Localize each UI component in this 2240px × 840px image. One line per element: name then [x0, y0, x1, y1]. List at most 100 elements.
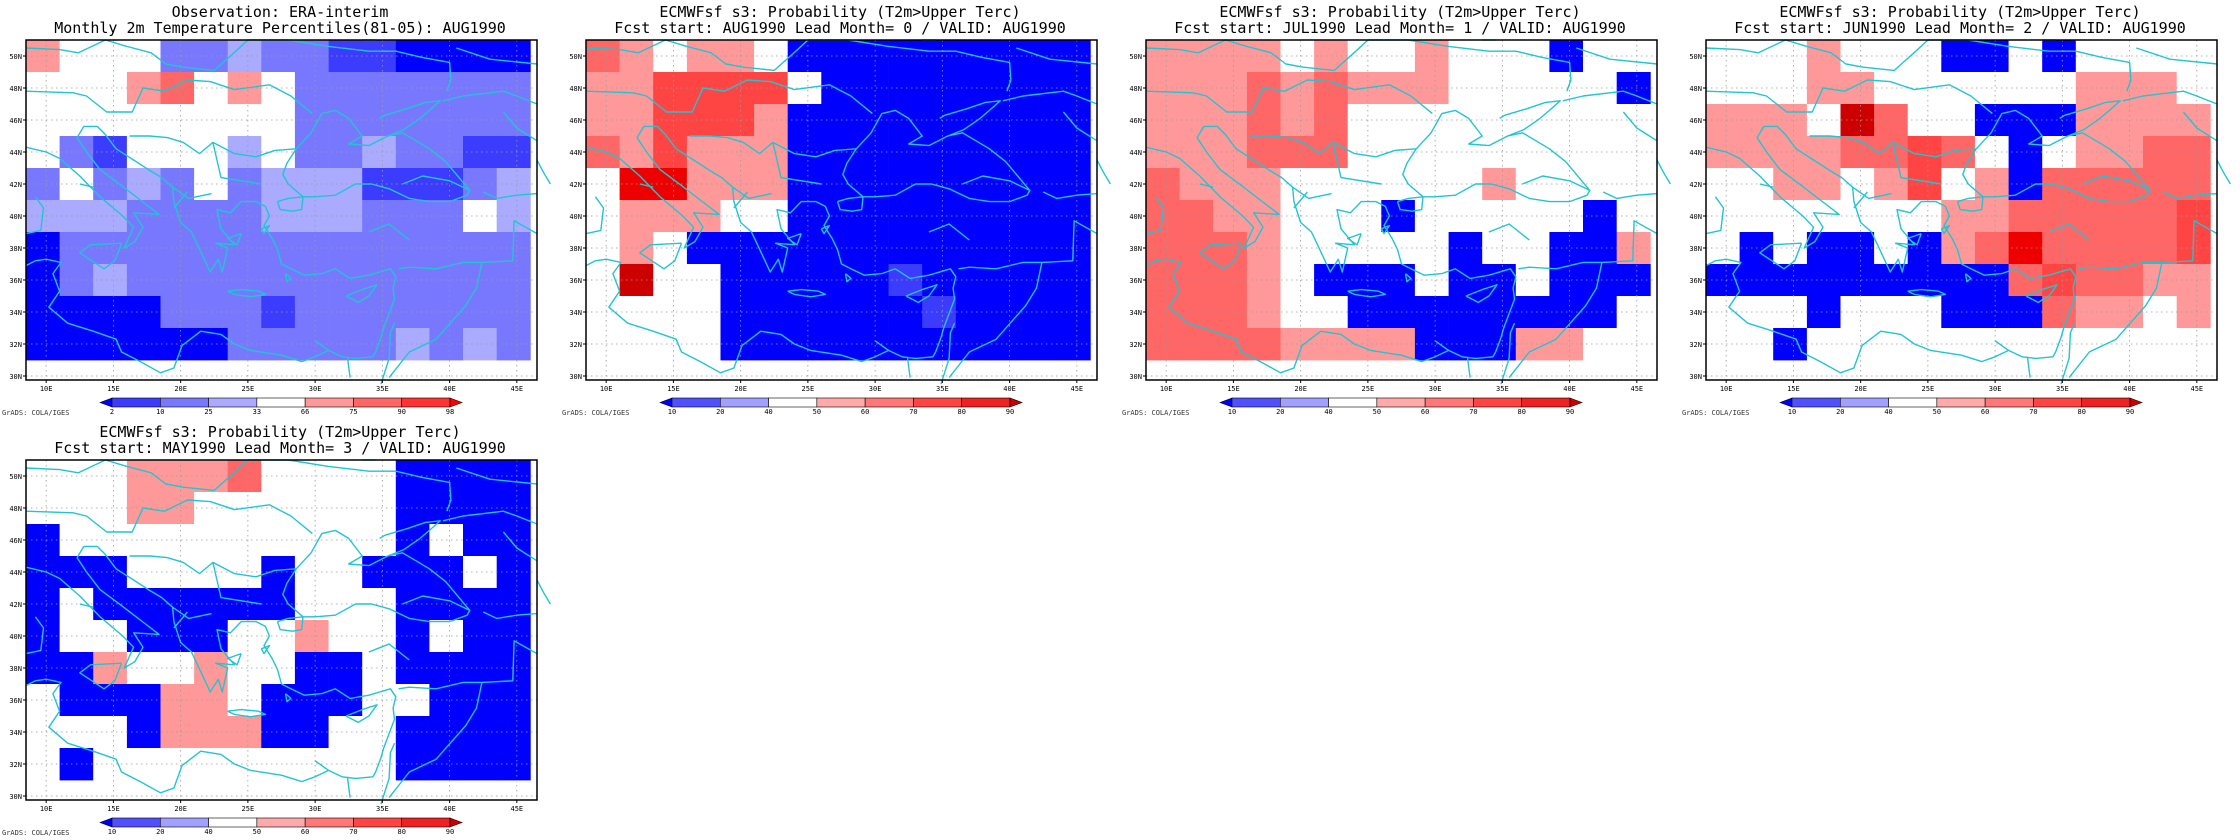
- data-cell: [395, 652, 430, 685]
- data-cell: [686, 296, 721, 329]
- x-tick-label: 25E: [1362, 385, 1375, 393]
- y-tick-label: 40N: [1689, 213, 1702, 221]
- data-cell: [2075, 40, 2110, 73]
- data-cell: [395, 232, 430, 265]
- coastline: [226, 232, 242, 246]
- data-cell: [1482, 104, 1517, 137]
- colorbar-label: 50: [813, 408, 821, 416]
- colorbar-swatch: [1521, 397, 1571, 408]
- data-cell: [395, 168, 430, 201]
- colorbar-swatch: [256, 397, 306, 408]
- y-tick-label: 50N: [1129, 53, 1142, 61]
- x-tick-label: 45E: [1071, 385, 1084, 393]
- coastline: [442, 90, 538, 105]
- x-tick-label: 10E: [1720, 385, 1733, 393]
- colorbar-label: 90: [1566, 408, 1574, 416]
- coastline: [284, 693, 292, 703]
- coastline: [1347, 288, 1387, 298]
- coastline: [1522, 175, 1591, 192]
- colorbar-label: 70: [909, 408, 917, 416]
- data-cell: [126, 296, 161, 329]
- data-cell: [395, 620, 430, 653]
- panel-subtitle: Fcst start: JUL1990 Lead Month= 1 / VALI…: [1174, 19, 1626, 37]
- data-cell: [1246, 264, 1281, 297]
- coastline: [2182, 111, 2218, 142]
- coastline: [874, 340, 890, 351]
- colorbar-label: 90: [397, 408, 405, 416]
- x-tick-label: 30E: [309, 385, 322, 393]
- coastline: [227, 288, 267, 298]
- data-cell: [362, 492, 397, 525]
- coastline: [345, 704, 378, 724]
- coastline: [482, 191, 538, 200]
- map-panel-lead-1: ECMWFsf s3: Probability (T2m>Upper Terc)…: [1120, 0, 1680, 420]
- x-tick-label: 10E: [40, 385, 53, 393]
- colorbar-label: 40: [1324, 408, 1332, 416]
- data-cell: [955, 232, 990, 265]
- colorbar-swatch: [449, 817, 463, 828]
- data-cell: [362, 652, 397, 685]
- data-cell: [1246, 296, 1281, 329]
- colorbar-swatch: [1779, 397, 1793, 408]
- map-frame: [1145, 39, 1658, 381]
- coastline: [482, 611, 538, 620]
- data-cell: [2042, 72, 2077, 105]
- x-tick-label: 15E: [1787, 385, 1800, 393]
- colorbar-swatch: [1279, 397, 1329, 408]
- coastline: [585, 125, 720, 249]
- coastline: [129, 555, 297, 578]
- data-cell: [922, 296, 957, 329]
- coastline: [732, 186, 772, 200]
- y-tick-label: 36N: [9, 697, 22, 705]
- coastline: [345, 284, 378, 304]
- coastline: [1499, 100, 1561, 137]
- colorbar-label: 10: [108, 828, 116, 836]
- data-cell: [955, 296, 990, 329]
- map-chart: 30N 32N 34N 36N 38N 40N 42N 44N 46N 48N 50N 10E 15E 2…: [1689, 39, 2232, 416]
- colorbar-label: 50: [1373, 408, 1381, 416]
- y-tick-label: 50N: [9, 53, 22, 61]
- data-cell: [1515, 296, 1550, 329]
- data-cell: [922, 104, 957, 137]
- colorbar-swatch: [1424, 397, 1474, 408]
- coastline: [1759, 183, 1774, 188]
- y-tick-label: 44N: [1129, 149, 1142, 157]
- y-tick-label: 42N: [1129, 181, 1142, 189]
- y-tick-label: 44N: [9, 569, 22, 577]
- x-tick-label: 20E: [1294, 385, 1307, 393]
- data-cell: [955, 200, 990, 233]
- coastline: [1396, 196, 1424, 212]
- y-tick-label: 30N: [9, 793, 22, 801]
- coastline: [905, 284, 938, 304]
- data-cell: [2075, 168, 2110, 201]
- coastline: [585, 125, 957, 374]
- coastline: [502, 531, 538, 562]
- coastline: [1465, 284, 1498, 304]
- data-cell: [126, 136, 161, 169]
- coastline: [1346, 232, 1362, 246]
- panel-title: ECMWFsf s3: Probability (T2m>Upper Terc): [659, 3, 1021, 21]
- coastline: [1964, 273, 1972, 283]
- data-cell: [1246, 136, 1281, 169]
- y-tick-label: 32N: [1689, 341, 1702, 349]
- data-cell: [362, 556, 397, 589]
- y-tick-label: 42N: [9, 181, 22, 189]
- gridlines: [26, 460, 537, 800]
- coastline: [398, 640, 538, 690]
- coastline: [1292, 186, 1332, 200]
- x-tick-label: 35E: [376, 805, 389, 813]
- x-tick-label: 45E: [2191, 385, 2204, 393]
- data-cell: [2042, 200, 2077, 233]
- data-cell: [686, 264, 721, 297]
- data-cell: [922, 72, 957, 105]
- colorbar-swatch: [816, 397, 866, 408]
- y-tick-label: 46N: [1129, 117, 1142, 125]
- data-cell: [1482, 40, 1517, 73]
- colorbar-swatch: [1839, 397, 1889, 408]
- grads-credit: GrADS: COLA/IGES: [562, 409, 630, 417]
- coastline: [380, 322, 396, 385]
- grads-credit: GrADS: COLA/IGES: [1682, 409, 1750, 417]
- coastline: [2060, 322, 2076, 385]
- coastline: [25, 125, 160, 249]
- coastline: [2216, 159, 2232, 185]
